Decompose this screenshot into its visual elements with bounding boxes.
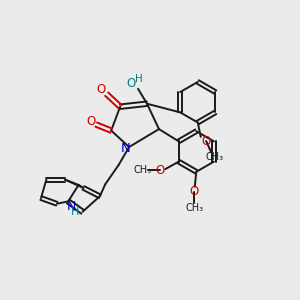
- Text: N: N: [67, 200, 76, 213]
- Text: CH₃: CH₃: [186, 203, 204, 213]
- Text: O: O: [97, 83, 106, 96]
- Text: CH₃: CH₃: [133, 165, 151, 175]
- Text: O: O: [155, 164, 164, 176]
- Text: O: O: [86, 115, 95, 128]
- Text: O: O: [202, 134, 211, 148]
- Text: CH₃: CH₃: [205, 152, 223, 162]
- Text: H: H: [70, 207, 79, 217]
- Text: O: O: [127, 77, 136, 90]
- Text: N: N: [121, 142, 130, 155]
- Text: H: H: [135, 74, 143, 84]
- Text: O: O: [189, 185, 199, 198]
